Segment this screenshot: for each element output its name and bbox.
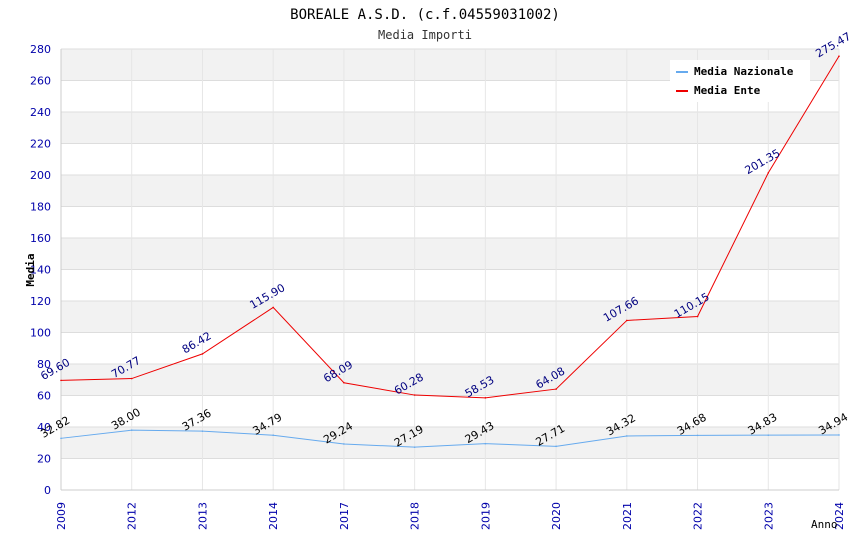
series-line-1 — [60, 55, 840, 399]
chart-title: BOREALE A.S.D. (c.f.04559031002) — [290, 7, 560, 23]
data-point — [484, 397, 487, 399]
x-tick-label: 2018 — [409, 502, 422, 530]
plot-band — [61, 301, 839, 333]
x-tick-label: 2009 — [55, 502, 68, 530]
plot-band — [61, 175, 839, 207]
y-tick-label: 100 — [30, 327, 51, 340]
x-tick-label: 2012 — [126, 502, 139, 530]
data-point — [413, 446, 416, 448]
y-tick-label: 280 — [30, 43, 51, 56]
plot-band — [61, 427, 839, 459]
data-point — [555, 388, 557, 390]
legend: Media Nazionale Media Ente — [670, 60, 810, 102]
y-tick-label: 0 — [44, 484, 51, 497]
x-tick-label: 2021 — [621, 502, 634, 530]
data-point — [626, 319, 628, 322]
data-point — [626, 435, 628, 437]
plot-band — [61, 238, 839, 270]
y-tick-label: 160 — [30, 232, 51, 245]
plot-band — [61, 269, 839, 301]
data-point — [60, 437, 62, 440]
axes — [60, 49, 839, 491]
y-tick-label: 80 — [37, 358, 51, 371]
data-point — [201, 353, 204, 355]
y-axis-label: Media — [24, 253, 37, 286]
data-point — [838, 434, 840, 436]
plot-band — [61, 364, 839, 396]
plot-band — [61, 332, 839, 364]
data-point — [696, 315, 699, 318]
y-tick-label: 220 — [30, 138, 51, 151]
data-point — [696, 434, 699, 437]
series-lines — [60, 55, 840, 448]
y-tick-label: 180 — [30, 201, 51, 214]
data-point — [272, 306, 274, 309]
y-tick-label: 200 — [30, 169, 51, 182]
plot-band — [61, 112, 839, 144]
y-tick-label: 240 — [30, 106, 51, 119]
data-point — [272, 434, 274, 437]
data-point — [130, 429, 133, 431]
x-tick-label: 2022 — [692, 502, 705, 530]
data-point — [484, 442, 487, 445]
y-tick-label: 120 — [30, 295, 51, 308]
data-point — [343, 381, 345, 384]
x-tick-label: 2013 — [196, 502, 209, 530]
plot-band — [61, 206, 839, 238]
gridlines — [60, 48, 840, 491]
data-point — [343, 443, 345, 445]
x-tick-label: 2019 — [479, 502, 492, 530]
x-tick-label: 2024 — [833, 502, 846, 530]
x-tick-label: 2017 — [338, 502, 351, 530]
y-tick-label: 40 — [37, 421, 51, 434]
y-tick-label: 20 — [37, 453, 51, 466]
x-tick-label: 2014 — [267, 502, 280, 530]
x-axis-label: Anno — [811, 518, 838, 531]
series-line-0 — [60, 429, 840, 448]
y-tick-label: 60 — [37, 390, 51, 403]
legend-box — [670, 60, 810, 102]
chart-subtitle: Media Importi — [378, 28, 472, 42]
data-point — [555, 445, 557, 448]
data-point — [767, 434, 770, 436]
legend-label-ente: Media Ente — [694, 84, 761, 97]
y-tick-labels: 0 20 40 60 80 100 120 140 160 180 200 220 240 260 280 — [30, 43, 51, 497]
legend-label-nazionale: Media Nazionale — [694, 65, 794, 78]
x-tick-labels: 2009 2012 2013 2014 2017 2018 2019 2020 2021 2022… — [55, 502, 846, 530]
y-tick-label: 140 — [30, 264, 51, 277]
plot-bands — [61, 49, 839, 490]
data-point — [130, 377, 133, 380]
y-tick-label: 260 — [30, 75, 51, 88]
plot-band — [61, 143, 839, 175]
x-tick-label: 2020 — [550, 502, 563, 530]
data-point — [838, 55, 840, 57]
data-point — [767, 172, 770, 174]
plot-band — [61, 458, 839, 490]
data-point — [201, 430, 204, 432]
data-point — [413, 394, 416, 396]
data-point — [60, 379, 62, 382]
x-tick-label: 2023 — [762, 502, 775, 530]
plot-band — [61, 395, 839, 427]
